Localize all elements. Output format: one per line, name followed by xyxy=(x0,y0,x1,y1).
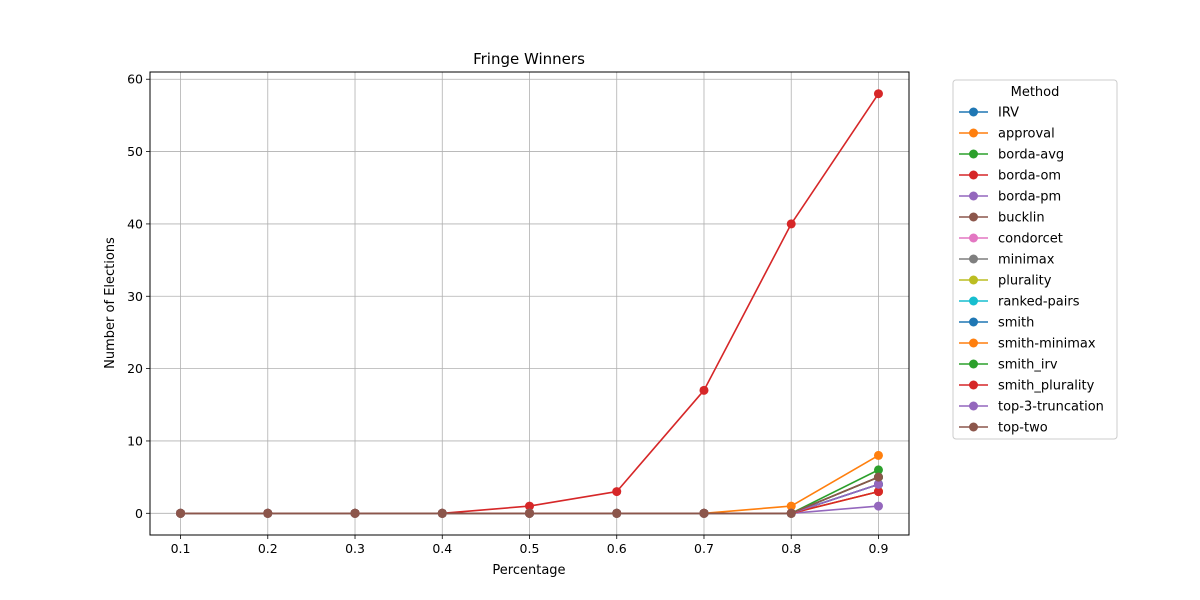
data-point xyxy=(873,472,883,482)
legend-item: bucklin xyxy=(959,211,1045,226)
legend-label: smith-minimax xyxy=(998,337,1096,352)
legend-item: ranked-pairs xyxy=(959,295,1080,310)
legend-swatch-marker xyxy=(969,128,978,138)
x-tick-label: 0.9 xyxy=(869,541,889,556)
legend-label: bucklin xyxy=(998,211,1045,226)
data-point xyxy=(525,508,534,518)
x-tick-label: 0.1 xyxy=(171,541,191,556)
legend-label: ranked-pairs xyxy=(998,295,1080,310)
legend-swatch-marker xyxy=(969,317,978,327)
legend-label: IRV xyxy=(998,106,1019,121)
data-point xyxy=(437,508,447,518)
data-point xyxy=(873,450,883,460)
legend-label: plurality xyxy=(998,274,1052,289)
x-tick-label: 0.7 xyxy=(694,541,714,556)
legend-label: borda-om xyxy=(998,169,1061,184)
legend-swatch-marker xyxy=(969,191,978,201)
legend-swatch-marker xyxy=(969,401,978,411)
legend-swatch-marker xyxy=(969,422,978,432)
data-point xyxy=(176,508,186,518)
legend-item: plurality xyxy=(959,274,1052,289)
legend-label: approval xyxy=(998,127,1055,142)
legend-swatch-marker xyxy=(969,107,978,117)
legend-item: approval xyxy=(959,127,1055,142)
legend-swatch-marker xyxy=(969,359,978,369)
legend-item: IRV xyxy=(959,106,1019,121)
data-point xyxy=(525,501,534,511)
legend-swatch-marker xyxy=(969,275,978,285)
y-tick-label: 20 xyxy=(127,361,143,376)
x-tick-label: 0.8 xyxy=(781,541,801,556)
legend-item: smith_plurality xyxy=(959,379,1095,394)
data-point xyxy=(873,501,883,511)
y-axis: 0 10 20 30 40 50 60 xyxy=(127,72,150,521)
legend-item: condorcet xyxy=(959,232,1063,247)
legend-item: borda-avg xyxy=(959,148,1064,163)
legend-label: top-3-truncation xyxy=(998,400,1104,415)
legend: Method IRV approval borda-avg borda-om borda… xyxy=(952,79,1118,440)
data-point xyxy=(786,219,796,229)
data-point xyxy=(786,508,796,518)
y-axis-label: Number of Elections xyxy=(103,237,118,369)
legend-swatch-marker xyxy=(969,212,978,222)
legend-item: top-two xyxy=(959,421,1048,436)
legend-item: smith xyxy=(959,316,1034,331)
legend-label: minimax xyxy=(998,253,1055,268)
x-axis: 0.1 0.2 0.3 0.4 0.5 0.6 0.7 0.8 0.9 xyxy=(171,535,889,556)
x-tick-label: 0.5 xyxy=(520,541,540,556)
data-point xyxy=(612,508,622,518)
series-top-two xyxy=(176,472,883,518)
legend-swatch-marker xyxy=(969,338,978,348)
data-point xyxy=(873,465,883,475)
data-point xyxy=(873,479,883,489)
data-point xyxy=(873,487,883,497)
data-point xyxy=(350,508,360,518)
legend-label: smith_irv xyxy=(998,358,1058,373)
legend-label: borda-pm xyxy=(998,190,1061,205)
y-tick-label: 10 xyxy=(127,433,143,448)
legend-title: Method xyxy=(1011,85,1060,100)
x-tick-label: 0.6 xyxy=(607,541,627,556)
data-point xyxy=(263,508,273,518)
y-tick-label: 50 xyxy=(127,144,143,159)
legend-label: top-two xyxy=(998,421,1048,436)
legend-frame xyxy=(952,79,1118,440)
data-point xyxy=(699,385,709,395)
data-point xyxy=(612,487,622,497)
legend-swatch-marker xyxy=(969,296,978,306)
y-tick-label: 40 xyxy=(127,216,143,231)
series-group xyxy=(176,89,883,518)
data-point xyxy=(873,89,883,99)
legend-item: borda-om xyxy=(959,169,1061,184)
data-point xyxy=(786,501,796,511)
legend-label: smith_plurality xyxy=(998,379,1095,394)
legend-swatch-marker xyxy=(969,233,978,243)
x-tick-label: 0.3 xyxy=(345,541,365,556)
y-tick-label: 0 xyxy=(135,506,143,521)
legend-swatch-marker xyxy=(969,254,978,264)
legend-label: condorcet xyxy=(998,232,1063,247)
legend-item: borda-pm xyxy=(959,190,1061,205)
legend-swatch-marker xyxy=(969,170,978,180)
legend-item: top-3-truncation xyxy=(959,400,1104,415)
legend-label: smith xyxy=(998,316,1034,331)
legend-swatch-marker xyxy=(969,380,978,390)
legend-item: minimax xyxy=(959,253,1055,268)
legend-item: smith-minimax xyxy=(959,337,1096,352)
legend-item: smith_irv xyxy=(959,358,1058,373)
x-tick-label: 0.4 xyxy=(432,541,452,556)
x-axis-label: Percentage xyxy=(492,563,565,578)
legend-swatch-marker xyxy=(969,149,978,159)
y-tick-label: 60 xyxy=(127,72,143,87)
grid xyxy=(150,72,909,535)
chart-title: Fringe Winners xyxy=(473,50,585,68)
data-point xyxy=(699,508,709,518)
y-tick-label: 30 xyxy=(127,289,143,304)
x-tick-label: 0.2 xyxy=(258,541,278,556)
legend-label: borda-avg xyxy=(998,148,1064,163)
